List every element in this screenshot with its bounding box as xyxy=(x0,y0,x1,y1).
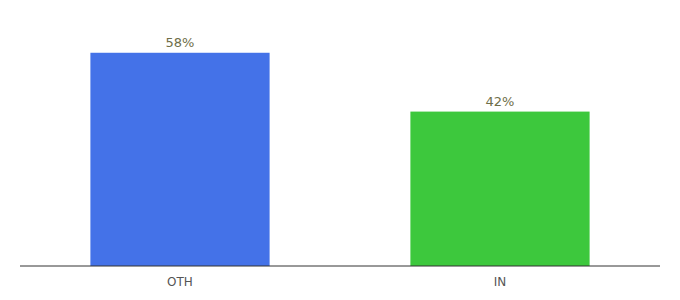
data-label: 58% xyxy=(166,35,195,50)
bars xyxy=(90,53,589,266)
chart-container: 58% 42% OTH IN xyxy=(0,0,680,300)
data-labels: 58% 42% xyxy=(166,35,515,109)
bar xyxy=(90,53,269,266)
chart: 58% 42% OTH IN xyxy=(0,0,680,300)
x-axis-line xyxy=(20,266,660,267)
bar xyxy=(410,112,589,266)
data-label: 42% xyxy=(486,94,515,109)
x-tick-label: IN xyxy=(494,275,507,289)
x-axis: OTH IN xyxy=(20,266,660,289)
x-tick-label: OTH xyxy=(167,275,193,289)
